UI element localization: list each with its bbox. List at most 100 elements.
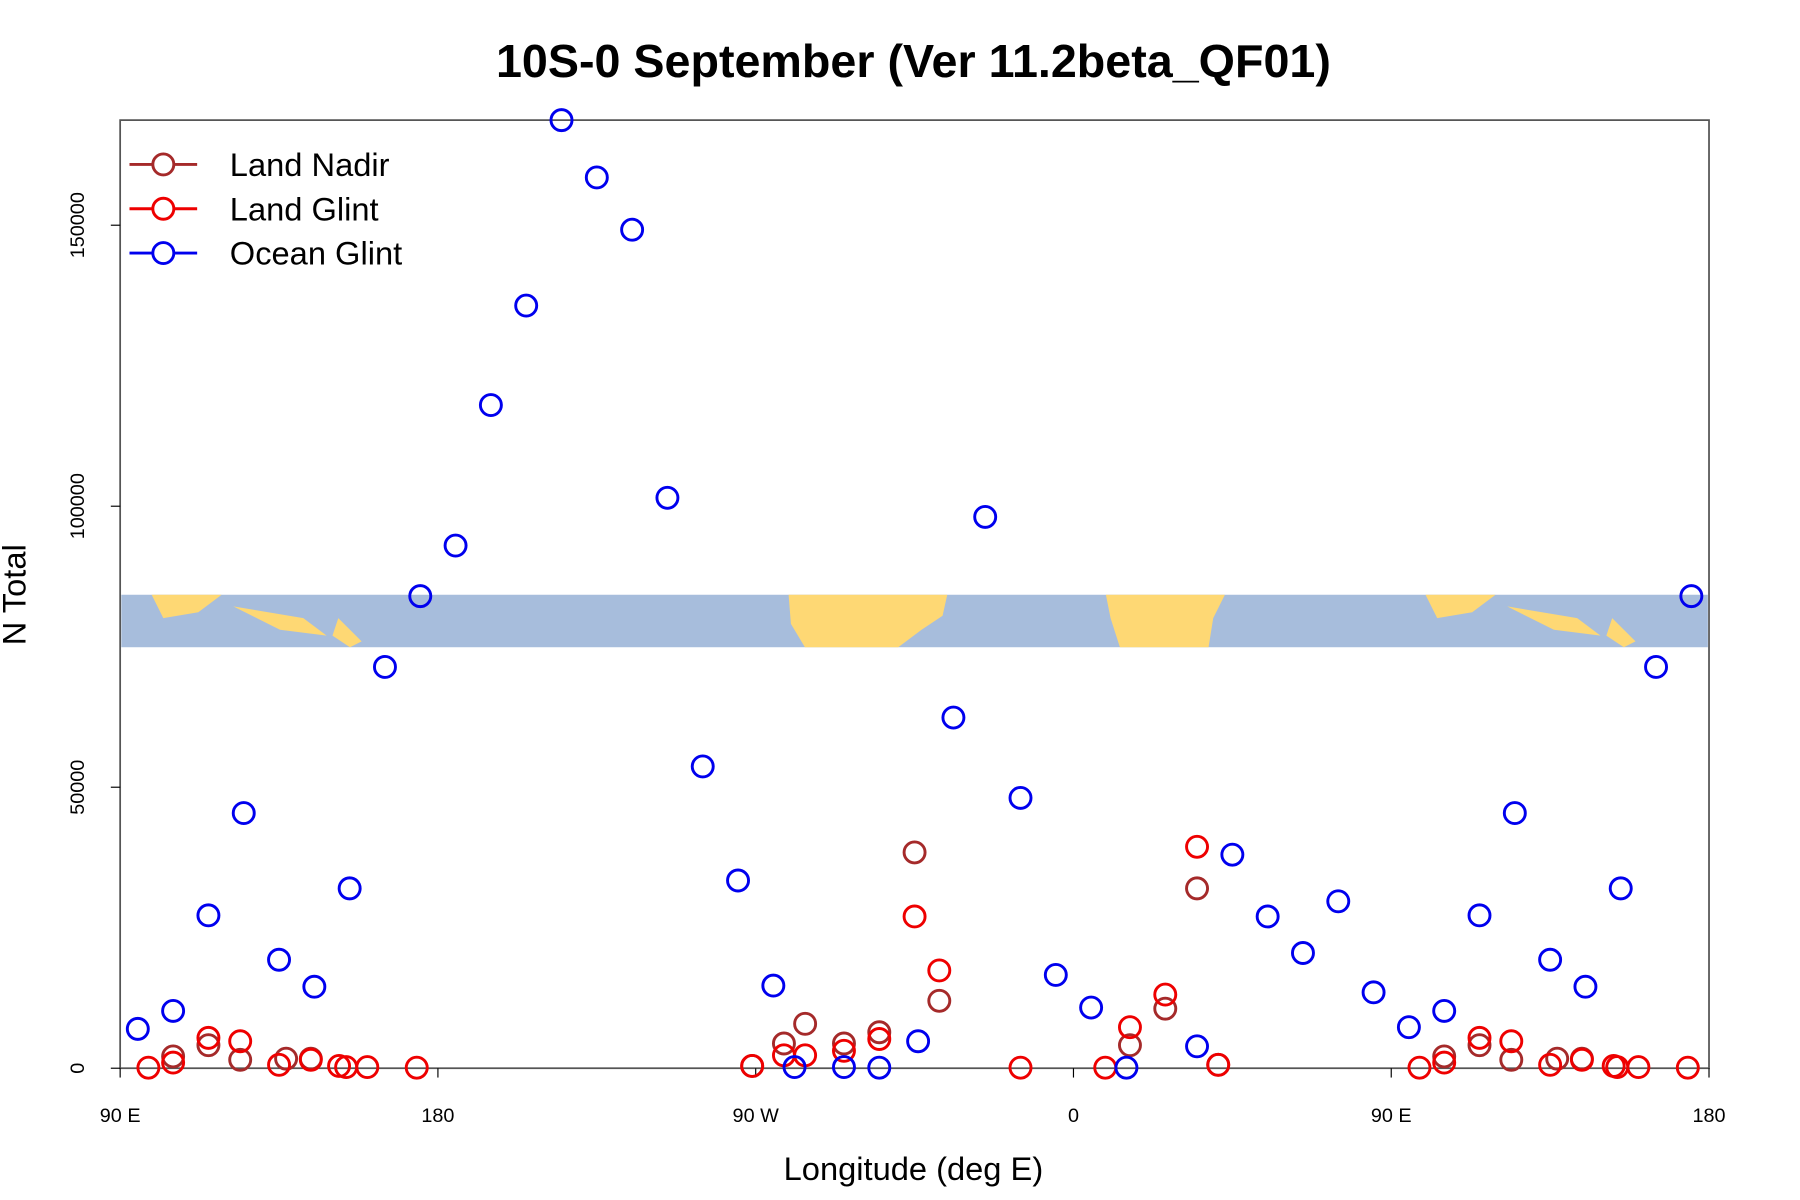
point bbox=[1008, 1055, 1033, 1080]
y-tick-label: 150000 bbox=[67, 192, 89, 258]
point bbox=[1499, 1047, 1524, 1072]
point bbox=[478, 393, 503, 418]
point bbox=[902, 904, 927, 929]
point bbox=[267, 947, 291, 972]
y-tick-label: 0 bbox=[67, 1063, 89, 1074]
point bbox=[782, 1055, 807, 1080]
point bbox=[125, 1016, 150, 1041]
point bbox=[1626, 1055, 1651, 1080]
x-tick-label: 90 E bbox=[1371, 1105, 1412, 1127]
point bbox=[228, 1047, 253, 1072]
point bbox=[404, 1055, 429, 1080]
point bbox=[373, 654, 397, 679]
point bbox=[228, 1029, 253, 1054]
map-land bbox=[788, 594, 948, 648]
x-tick-label: 0 bbox=[1068, 1105, 1079, 1127]
point bbox=[655, 485, 680, 510]
point bbox=[161, 998, 186, 1023]
point bbox=[1538, 947, 1563, 972]
point bbox=[1569, 1047, 1594, 1072]
series bbox=[125, 108, 1704, 1080]
point bbox=[973, 504, 998, 529]
point bbox=[620, 217, 645, 242]
point bbox=[1185, 876, 1210, 901]
point bbox=[1432, 1044, 1457, 1069]
point bbox=[761, 973, 786, 998]
point bbox=[941, 705, 966, 730]
point bbox=[1467, 1025, 1492, 1050]
point bbox=[267, 1052, 291, 1077]
point bbox=[337, 876, 362, 901]
point bbox=[1118, 1015, 1142, 1040]
point bbox=[443, 533, 468, 558]
point bbox=[1467, 903, 1492, 928]
point bbox=[1185, 1034, 1210, 1059]
point bbox=[514, 293, 539, 318]
point bbox=[1538, 1052, 1563, 1077]
point bbox=[298, 1047, 323, 1072]
x-tick-label: 90 E bbox=[100, 1105, 141, 1127]
x-tick-label: 180 bbox=[421, 1105, 454, 1127]
point bbox=[1255, 904, 1280, 929]
point bbox=[1499, 1029, 1524, 1054]
point bbox=[1220, 842, 1245, 867]
map-land bbox=[1105, 594, 1225, 648]
point bbox=[1644, 654, 1669, 679]
point bbox=[832, 1031, 856, 1056]
point bbox=[1675, 1055, 1700, 1080]
legend-marker bbox=[151, 196, 176, 221]
point bbox=[161, 1044, 186, 1069]
point bbox=[1396, 1015, 1421, 1040]
point bbox=[867, 1027, 892, 1051]
point bbox=[161, 1050, 186, 1075]
point bbox=[867, 1020, 892, 1045]
point bbox=[549, 108, 574, 133]
point bbox=[274, 1046, 299, 1071]
legend-marker bbox=[151, 152, 176, 177]
map-land bbox=[1425, 594, 1636, 648]
point bbox=[1153, 982, 1178, 1007]
point bbox=[584, 165, 609, 190]
point bbox=[1114, 1055, 1139, 1080]
point bbox=[196, 1025, 221, 1050]
x-tick-label: 90 W bbox=[733, 1105, 780, 1127]
y-tick-label: 50000 bbox=[67, 760, 89, 815]
point bbox=[832, 1055, 856, 1080]
point bbox=[771, 1031, 796, 1056]
point bbox=[1326, 889, 1351, 914]
point bbox=[726, 868, 751, 893]
x-tick-label: 180 bbox=[1692, 1105, 1725, 1127]
point bbox=[832, 1038, 856, 1063]
point bbox=[196, 1033, 221, 1058]
plot-frame bbox=[119, 119, 1710, 1070]
point bbox=[196, 903, 221, 928]
legend-label: Ocean Glint bbox=[230, 235, 402, 272]
point bbox=[302, 974, 327, 999]
point bbox=[1185, 834, 1210, 859]
point bbox=[1432, 998, 1457, 1023]
point bbox=[1291, 941, 1315, 965]
point bbox=[355, 1055, 380, 1080]
point bbox=[1679, 584, 1704, 609]
point bbox=[1545, 1046, 1570, 1071]
point bbox=[1118, 1033, 1142, 1058]
point bbox=[690, 754, 715, 779]
point bbox=[1502, 801, 1527, 826]
point bbox=[867, 1055, 892, 1080]
series bbox=[161, 840, 1594, 1078]
map-strip bbox=[121, 594, 1708, 648]
point bbox=[906, 1029, 931, 1054]
point bbox=[1361, 980, 1386, 1005]
y-axis-label: N Total bbox=[0, 544, 33, 645]
x-axis-label: Longitude (deg E) bbox=[784, 1150, 1044, 1187]
point bbox=[1407, 1055, 1432, 1080]
point bbox=[1608, 876, 1633, 901]
point bbox=[136, 1055, 161, 1080]
point bbox=[1206, 1052, 1231, 1077]
legend-label: Land Nadir bbox=[230, 146, 390, 183]
point bbox=[1008, 785, 1033, 810]
map-land bbox=[151, 594, 362, 648]
chart-title: 10S-0 September (Ver 11.2beta_QF01) bbox=[496, 35, 1331, 87]
